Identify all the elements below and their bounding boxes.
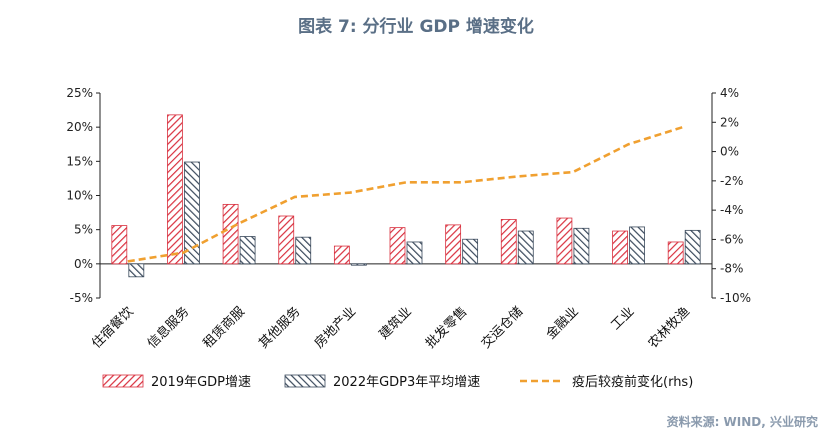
bar-2022-3 [295,236,312,265]
legend-label: 2022年GDP3年平均增速 [333,375,480,390]
right-tick-label: -4% [720,203,743,217]
bar-2019-2 [222,203,239,265]
source-note: 资料来源: WIND, 兴业研究 [666,415,818,429]
bar-2022-6 [462,238,479,265]
right-tick-label: -10% [720,291,751,305]
right-tick-label: -8% [720,262,743,276]
legend-swatch-1 [284,374,326,388]
legend-label: 疫后较疫前变化(rhs) [572,374,693,390]
bar-2019-8 [556,217,573,265]
bar-2019-9 [612,230,628,265]
category-label: 其他服务 [255,304,303,352]
left-tick-label: 0% [74,257,93,271]
bar-2022-10 [684,229,701,265]
left-tick-label: 10% [66,189,93,203]
category-label: 工业 [608,304,637,333]
bar-2019-0 [111,225,128,265]
category-label: 租赁商服 [201,304,248,351]
left-tick-label: 20% [66,120,93,134]
bar-2022-2 [239,236,256,265]
left-tick-label: 25% [66,86,93,100]
bar-2022-8 [573,227,590,265]
category-label: 建筑业 [376,304,415,343]
bar-2022-0 [128,263,145,278]
change-line-series [127,125,685,263]
bar-2019-3 [278,215,295,265]
left-tick-label: 15% [66,154,93,168]
right-tick-label: -2% [720,174,743,188]
bar-2019-5 [389,227,406,265]
category-label: 批发零售 [422,304,470,352]
bar-2019-4 [333,245,350,265]
left-tick-label: 5% [74,223,93,237]
category-label: 金融业 [543,304,582,343]
bar-2022-9 [629,226,645,265]
category-label: 房地产业 [311,304,359,352]
bar-2019-10 [667,241,684,265]
bar-2022-4 [350,263,367,266]
bar-2022-7 [517,230,534,265]
category-label: 交运仓储 [478,304,526,352]
bar-2019-6 [445,224,462,265]
bar-2019-1 [167,114,183,265]
right-tick-label: 0% [720,145,739,159]
right-tick-label: 4% [720,86,739,100]
legend-swatch-0 [102,374,144,388]
legend-label: 2019年GDP增速 [151,375,251,390]
chart-title: 图表 7: 分行业 GDP 增速变化 [298,17,534,37]
bar-2022-5 [406,241,423,265]
bar-2019-7 [500,219,517,265]
category-label: 信息服务 [144,304,192,352]
category-label: 农林牧渔 [646,304,693,351]
left-tick-label: -5% [70,291,93,305]
category-label: 住宿餐饮 [89,304,137,352]
right-tick-label: -6% [720,232,743,246]
bar-2022-1 [184,161,200,265]
right-tick-label: 2% [720,115,739,129]
